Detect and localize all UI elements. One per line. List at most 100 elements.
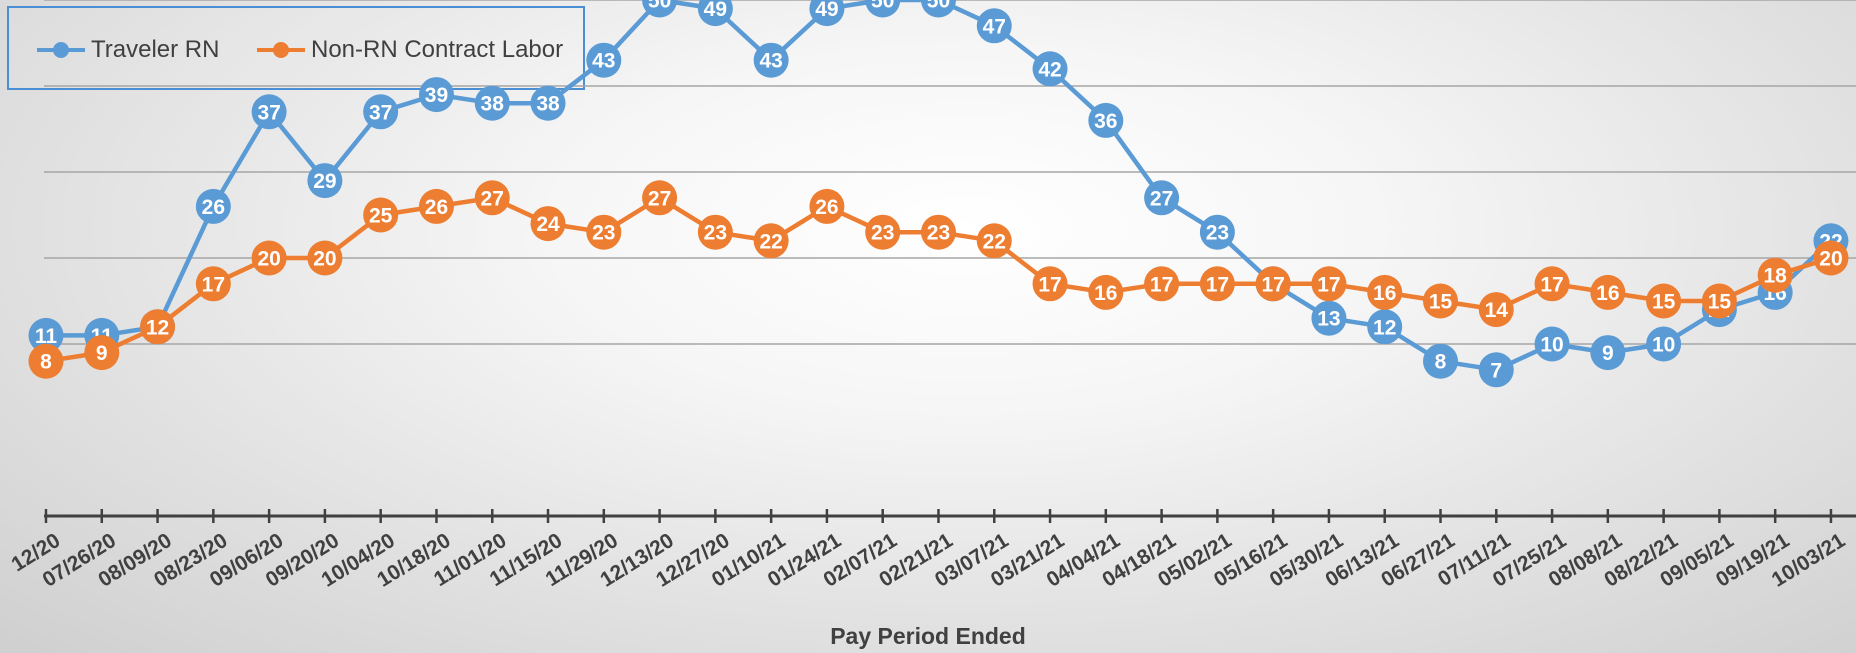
- data-label: 26: [815, 196, 838, 219]
- data-point: [586, 214, 622, 250]
- data-label: 15: [1429, 291, 1453, 314]
- data-point: [920, 214, 956, 250]
- data-label: 17: [1206, 273, 1229, 296]
- data-label: 15: [1652, 291, 1676, 314]
- data-point: [418, 188, 454, 224]
- data-label: 43: [592, 50, 615, 73]
- legend-item-traveler-rn: Traveler RN: [37, 36, 219, 64]
- data-point: [1478, 352, 1514, 388]
- data-label: 20: [313, 248, 336, 271]
- data-label: 9: [96, 342, 108, 365]
- series-line-traveler-rn: [46, 0, 1833, 373]
- data-label: 12: [1373, 316, 1396, 339]
- data-point: [195, 188, 231, 224]
- data-point: [1367, 274, 1403, 310]
- data-point: [1478, 292, 1514, 328]
- x-axis-title: Pay Period Ended: [830, 623, 1026, 649]
- data-label: 27: [481, 187, 504, 210]
- gridlines: [44, 0, 1856, 345]
- data-point: [1423, 343, 1458, 379]
- data-label: 26: [425, 196, 448, 219]
- data-point: [418, 77, 454, 113]
- data-point: [1701, 283, 1737, 319]
- data-label: 39: [425, 84, 448, 107]
- data-label: 17: [1038, 273, 1061, 296]
- data-label: 17: [1540, 273, 1563, 296]
- data-label: 26: [202, 196, 225, 219]
- data-point: [1757, 257, 1793, 293]
- data-point: [865, 0, 901, 18]
- data-point: [474, 85, 510, 121]
- data-label: 10: [1652, 334, 1675, 357]
- data-label: 9: [1602, 342, 1614, 365]
- data-point: [1813, 240, 1849, 276]
- data-label: 13: [1317, 308, 1340, 331]
- data-label: 20: [1819, 248, 1842, 271]
- data-label: 20: [257, 248, 280, 271]
- data-point: [1590, 274, 1626, 310]
- data-label: 10: [1540, 334, 1563, 357]
- data-label: 7: [1490, 359, 1502, 382]
- data-point: [976, 223, 1012, 259]
- data-point: [1199, 214, 1235, 250]
- data-point: [307, 240, 343, 276]
- data-label: 24: [536, 213, 560, 236]
- data-point: [586, 42, 622, 78]
- series-non-rn-contract-labor: 8 9 12 17 20 20 25 26 27 24 23 27 23 22 26 23 23 22 17 16 17…: [28, 180, 1849, 379]
- data-point: [1088, 274, 1124, 310]
- data-point: [530, 85, 566, 121]
- data-label: 36: [1094, 110, 1117, 133]
- data-label: 50: [648, 0, 671, 13]
- data-label: 16: [1094, 282, 1117, 305]
- data-label: 22: [759, 230, 782, 253]
- legend-item-non-rn-contract-labor: Non-RN Contract Labor: [257, 36, 563, 64]
- data-label: 38: [536, 93, 560, 116]
- data-point: [1311, 266, 1347, 302]
- data-point: [307, 163, 343, 199]
- data-point: [363, 94, 399, 130]
- data-point: [474, 180, 510, 216]
- data-point: [976, 8, 1012, 44]
- data-label: 23: [704, 222, 727, 245]
- data-point: [697, 0, 733, 27]
- data-point: [1032, 51, 1068, 87]
- data-label: 25: [369, 205, 393, 228]
- data-point: [530, 206, 566, 242]
- chart-legend: Traveler RN Non-RN Contract Labor: [7, 6, 585, 90]
- data-label: 17: [202, 273, 225, 296]
- data-label: 16: [1373, 282, 1396, 305]
- legend-label-traveler-rn: Traveler RN: [91, 36, 220, 63]
- data-point: [1367, 309, 1403, 345]
- data-point: [1311, 300, 1347, 336]
- data-point: [697, 214, 733, 250]
- data-label: 15: [1708, 291, 1732, 314]
- data-point: [1144, 180, 1180, 216]
- data-label: 23: [927, 222, 950, 245]
- data-label: 29: [313, 170, 336, 193]
- data-label: 49: [704, 0, 727, 21]
- data-label: 17: [1317, 273, 1340, 296]
- data-point: [84, 335, 120, 371]
- data-point: [1534, 326, 1570, 362]
- data-label: 8: [40, 351, 52, 374]
- data-label: 12: [146, 316, 169, 339]
- data-point: [1144, 266, 1180, 302]
- data-point: [363, 197, 399, 233]
- data-label: 27: [648, 187, 671, 210]
- series-traveler-rn: 1111122637293739383843504943495050474236…: [28, 0, 1849, 388]
- data-point: [1199, 266, 1235, 302]
- data-label: 38: [481, 93, 505, 116]
- data-label: 18: [1764, 265, 1788, 288]
- x-axis-ticks: [44, 509, 1833, 523]
- data-label: 42: [1038, 58, 1061, 81]
- data-point: [28, 317, 64, 353]
- data-point: [809, 0, 845, 27]
- data-label: 23: [592, 222, 615, 245]
- data-point: [28, 343, 64, 379]
- data-point: [1590, 335, 1626, 371]
- data-label: 8: [1435, 351, 1447, 374]
- data-label: 49: [815, 0, 838, 21]
- data-label: 37: [369, 101, 392, 124]
- data-point: [1255, 266, 1291, 302]
